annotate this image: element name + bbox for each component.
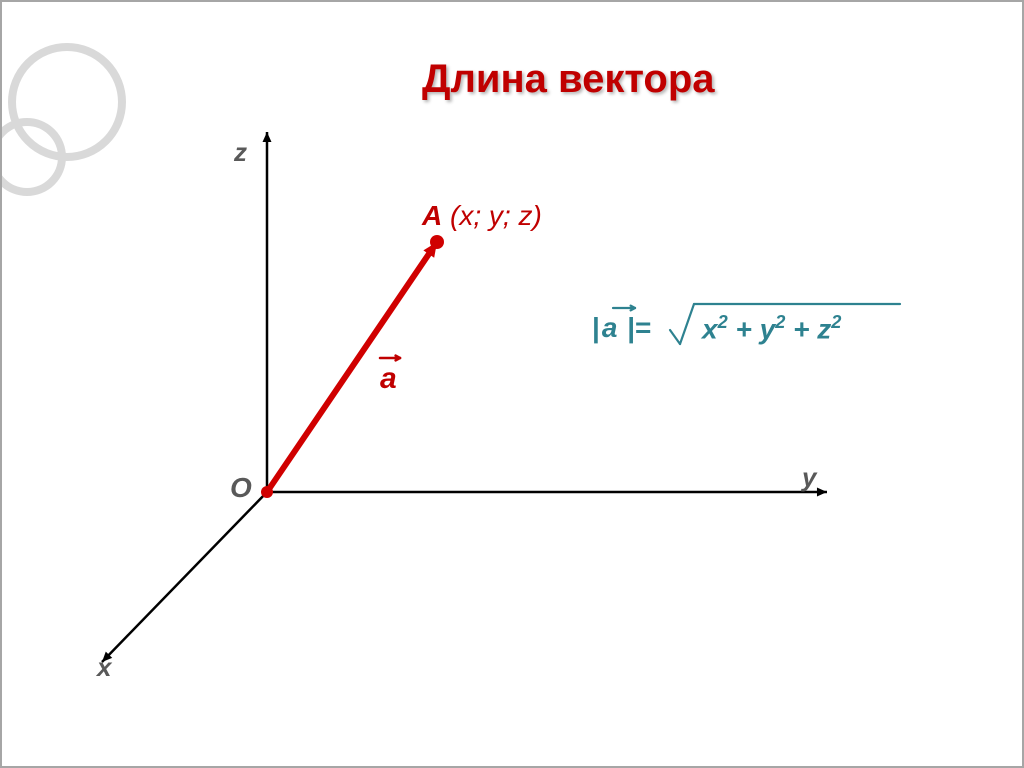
diagram-svg (2, 2, 1024, 768)
origin-label: O (230, 472, 252, 504)
axis-label-x: x (97, 652, 111, 683)
origin-point (261, 486, 273, 498)
vector-label-a: a (380, 362, 397, 396)
formula-radicand: x2 + y2 + z2 (702, 312, 841, 345)
axis-x (102, 492, 267, 662)
magnitude-formula: |a |= x2 + y2 + z2 (592, 312, 657, 344)
watermark-ring-large (12, 47, 122, 157)
point-coords-A: (x; y; z) (450, 200, 542, 232)
slide-canvas: Длина вектора z y x O a A (x; y; z) |a |… (0, 0, 1024, 768)
point-label-A: A (422, 200, 442, 232)
axis-label-z: z (234, 137, 247, 168)
formula-abs-bar-right: | (619, 312, 635, 343)
formula-equals: = (635, 312, 657, 343)
slide-title: Длина вектора (422, 57, 715, 102)
formula-abs-bar-left: | (592, 312, 600, 343)
point-A (430, 235, 444, 249)
vector-a-line (267, 242, 437, 492)
axis-label-y: y (802, 462, 816, 493)
formula-vector-a: a (600, 312, 620, 343)
